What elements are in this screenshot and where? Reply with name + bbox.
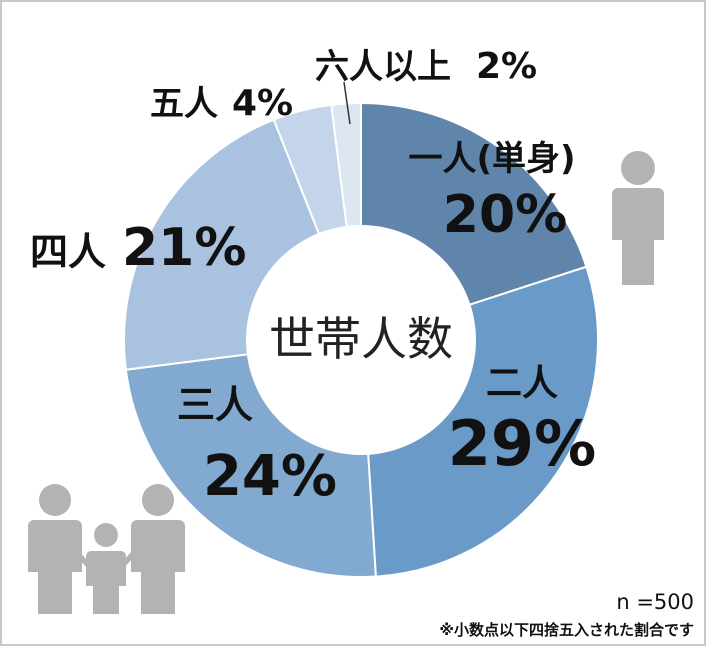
slice-label-six: 六人以上 [315,47,451,87]
donut-hole [246,225,476,455]
leader-line-six [343,81,351,125]
family-icon [28,484,185,614]
sample-size-note: n =500 [616,590,694,614]
slice-label-one: 一人(単身) [408,139,575,179]
slice-value-five: 4% [232,83,293,124]
slice-label-two: 二人 [486,363,558,404]
slice-label-three: 三人 [177,383,253,427]
slice-value-one: 20% [443,185,567,245]
slice-value-six: 2% [476,46,537,87]
slice-value-three: 24% [203,444,337,509]
center-label: 世帯人数 [269,312,453,366]
rounding-note: ※小数点以下四捨五入された割合です [439,621,694,639]
slice-label-five: 五人 [150,84,218,124]
slice-label-four: 四人 [30,230,106,274]
single-person-icon [612,151,664,285]
slice-value-four: 21% [122,218,246,278]
slice-value-two: 29% [448,407,596,480]
